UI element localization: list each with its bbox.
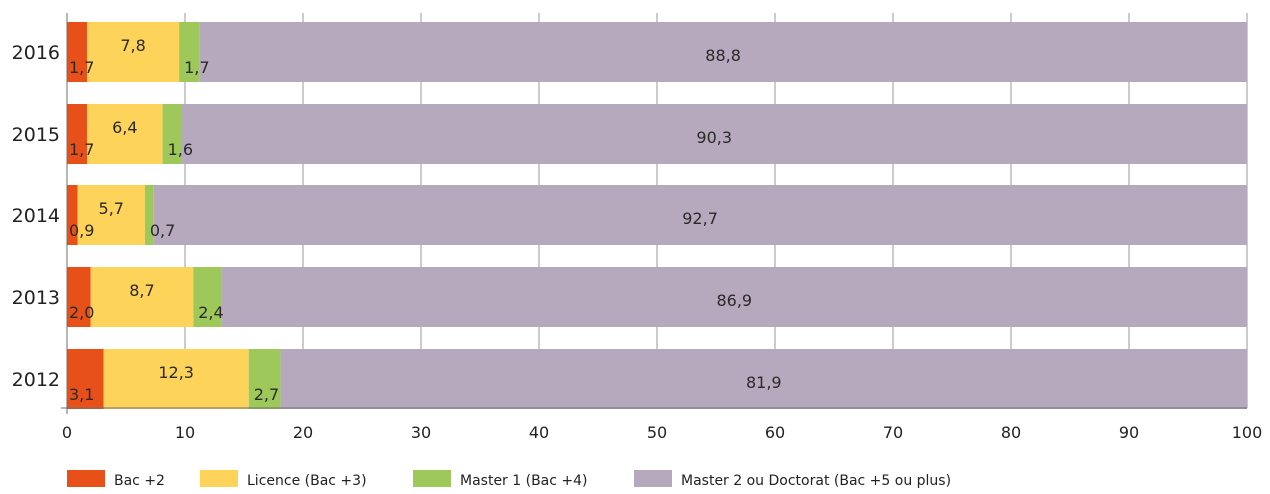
category-label: 2013 <box>12 287 60 309</box>
data-label: 7,8 <box>120 36 145 55</box>
bar-segment <box>67 349 104 409</box>
data-label: 2,0 <box>69 303 94 322</box>
x-tick-label: 0 <box>62 423 72 442</box>
bar-segment <box>67 185 78 245</box>
x-tick-label: 30 <box>411 423 431 442</box>
bar-segment <box>181 104 1248 164</box>
data-label: 2,7 <box>254 385 279 404</box>
data-label: 2,4 <box>198 303 223 322</box>
axes: 0 10 20 30 40 50 60 70 80 90 100 2016 2015 2014 2013 20… <box>12 13 1263 442</box>
x-tick-label: 70 <box>883 423 903 442</box>
data-label: 1,6 <box>168 140 193 159</box>
data-label: 1,7 <box>69 140 94 159</box>
bar-segment <box>103 349 249 409</box>
bar-segment <box>77 185 145 245</box>
legend-swatch <box>200 470 238 487</box>
bars: 1,7 7,8 1,7 88,8 1,7 6,4 1,6 90,3 0,9 5,7 0,7 92,7 2… <box>67 22 1248 409</box>
bar-segment <box>248 349 281 409</box>
x-tick-label: 50 <box>647 423 667 442</box>
legend-label: Master 2 ou Doctorat (Bac +5 ou plus) <box>681 473 951 489</box>
bar-segment <box>87 104 163 164</box>
data-label: 1,7 <box>184 58 209 77</box>
legend: Bac +2 Licence (Bac +3) Master 1 (Bac +4) M… <box>67 470 951 489</box>
data-label: 1,7 <box>69 58 94 77</box>
x-tick-label: 60 <box>765 423 785 442</box>
bar-segment <box>199 22 1247 82</box>
category-label: 2015 <box>12 124 60 146</box>
legend-swatch <box>634 470 672 487</box>
bar-segment <box>153 185 1247 245</box>
data-label: 6,4 <box>112 118 137 137</box>
bar-segment <box>280 349 1248 409</box>
data-label: 86,9 <box>716 291 752 310</box>
data-label: 3,1 <box>69 385 94 404</box>
data-label: 90,3 <box>696 128 732 147</box>
data-label: 0,7 <box>150 221 175 240</box>
bar-segment <box>144 185 154 245</box>
category-label: 2014 <box>12 205 60 227</box>
data-label: 12,3 <box>158 363 194 382</box>
data-label: 88,8 <box>705 46 741 65</box>
bar-segment <box>90 267 194 327</box>
x-tick-label: 80 <box>1001 423 1021 442</box>
category-label: 2012 <box>12 369 60 391</box>
legend-label: Master 1 (Bac +4) <box>460 473 588 489</box>
bar-segment <box>221 267 1248 327</box>
data-label: 8,7 <box>129 281 154 300</box>
bar-segment <box>162 104 182 164</box>
x-tick-label: 10 <box>175 423 195 442</box>
bar-segment <box>67 267 91 327</box>
bar-segment <box>67 22 88 82</box>
bar-segment <box>179 22 200 82</box>
x-tick-label: 20 <box>293 423 313 442</box>
legend-swatch <box>413 470 451 487</box>
bar-segment <box>67 104 88 164</box>
legend-label: Bac +2 <box>114 473 165 489</box>
data-label: 81,9 <box>746 373 782 392</box>
legend-label: Licence (Bac +3) <box>247 473 367 489</box>
legend-swatch <box>67 470 105 487</box>
bar-segment <box>87 22 180 82</box>
data-label: 0,9 <box>69 221 94 240</box>
data-label: 92,7 <box>682 209 718 228</box>
x-tick-label: 40 <box>529 423 549 442</box>
data-label: 5,7 <box>99 199 124 218</box>
category-label: 2016 <box>12 42 60 64</box>
x-tick-label: 90 <box>1119 423 1139 442</box>
x-tick-label: 100 <box>1232 423 1263 442</box>
bar-segment <box>193 267 222 327</box>
